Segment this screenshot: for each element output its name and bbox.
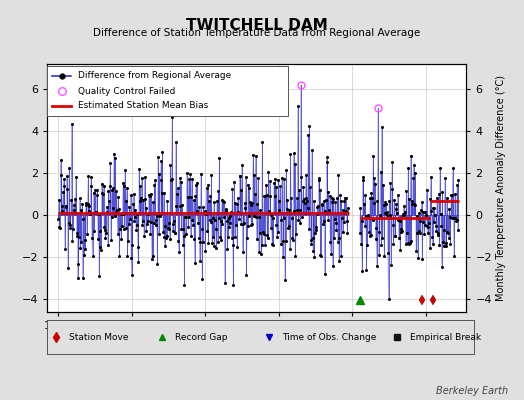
Text: Station Move: Station Move <box>69 332 128 342</box>
Text: TWITCHELL DAM: TWITCHELL DAM <box>186 18 328 33</box>
Text: Berkeley Earth: Berkeley Earth <box>436 386 508 396</box>
Text: Difference from Regional Average: Difference from Regional Average <box>79 72 232 80</box>
Text: Difference of Station Temperature Data from Regional Average: Difference of Station Temperature Data f… <box>93 28 420 38</box>
Text: Empirical Break: Empirical Break <box>410 332 481 342</box>
Text: Estimated Station Mean Bias: Estimated Station Mean Bias <box>79 102 209 110</box>
Text: Time of Obs. Change: Time of Obs. Change <box>282 332 376 342</box>
Y-axis label: Monthly Temperature Anomaly Difference (°C): Monthly Temperature Anomaly Difference (… <box>496 75 506 301</box>
Text: Quality Control Failed: Quality Control Failed <box>79 86 176 96</box>
Text: Record Gap: Record Gap <box>175 332 228 342</box>
